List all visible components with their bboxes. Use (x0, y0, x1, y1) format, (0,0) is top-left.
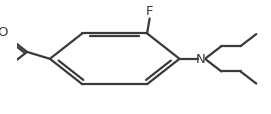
Text: F: F (146, 5, 153, 18)
Text: N: N (196, 53, 206, 66)
Text: O: O (0, 26, 8, 38)
